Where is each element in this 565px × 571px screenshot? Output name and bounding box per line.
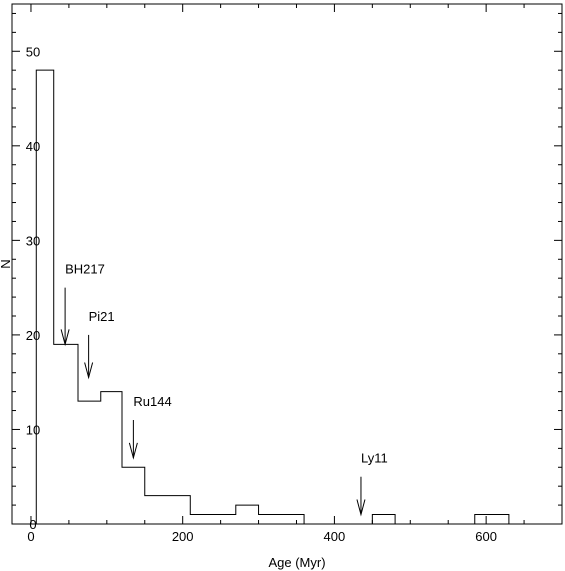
- y-tick-label: 50: [26, 44, 40, 59]
- y-axis-label: N: [0, 259, 13, 268]
- x-tick-label: 600: [475, 529, 497, 544]
- annotations: BH217 Pi21 Ru144 Ly11: [60, 262, 388, 517]
- y-tick-label: 30: [26, 233, 40, 248]
- annotation-arrow-head: [60, 329, 70, 347]
- y-tick-label: 40: [26, 139, 40, 154]
- plot-frame: [11, 3, 563, 525]
- annotation-arrow-head: [84, 362, 94, 380]
- histogram-bar: [54, 344, 78, 524]
- histogram-bar: [122, 467, 145, 524]
- y-tick-label: 20: [26, 328, 40, 343]
- annotation-arrow-head: [356, 499, 366, 517]
- annotation-label: Ru144: [133, 394, 171, 409]
- histogram-bar: [190, 515, 236, 524]
- histogram-bar: [78, 401, 101, 524]
- x-tick-label: 200: [172, 529, 194, 544]
- annotation: Ly11: [356, 451, 388, 517]
- x-tick-label: 0: [27, 529, 34, 544]
- x-axis-label: Age (Myr): [268, 555, 325, 570]
- y-tick-label: 0: [29, 517, 36, 532]
- x-axis: 0 200 400 600: [27, 4, 563, 544]
- histogram-outline: [35, 69, 551, 525]
- annotation: Ru144: [128, 394, 172, 460]
- annotation-label: Pi21: [89, 309, 115, 324]
- annotation: Pi21: [84, 309, 115, 380]
- histogram-bar: [236, 505, 259, 524]
- histogram-bar: [475, 515, 509, 524]
- histogram-bins: [36, 70, 509, 524]
- histogram-bar: [101, 392, 122, 524]
- histogram-bar: [259, 515, 305, 524]
- x-tick-label: 400: [324, 529, 346, 544]
- histogram-bar: [372, 515, 395, 524]
- annotation: BH217: [60, 262, 105, 347]
- annotation-arrow-head: [128, 442, 138, 460]
- annotation-label: BH217: [65, 262, 105, 277]
- histogram-bar: [145, 496, 191, 524]
- annotation-label: Ly11: [361, 451, 388, 466]
- y-tick-label: 10: [26, 422, 40, 437]
